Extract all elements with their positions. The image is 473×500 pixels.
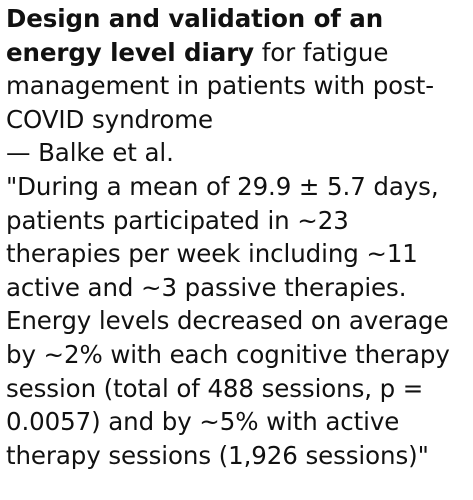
quote-text: "During a mean of 29.9 ± 5.7 days, patie… <box>6 171 450 470</box>
paper-title: Design and validation of an energy level… <box>6 4 384 67</box>
author-line: — Balke et al. <box>6 138 174 168</box>
paper-heading: Design and validation of an energy level… <box>6 2 469 136</box>
paper-title-continuation: for fatigue management in patients with … <box>6 37 434 134</box>
post-body: Design and validation of an energy level… <box>6 2 469 470</box>
